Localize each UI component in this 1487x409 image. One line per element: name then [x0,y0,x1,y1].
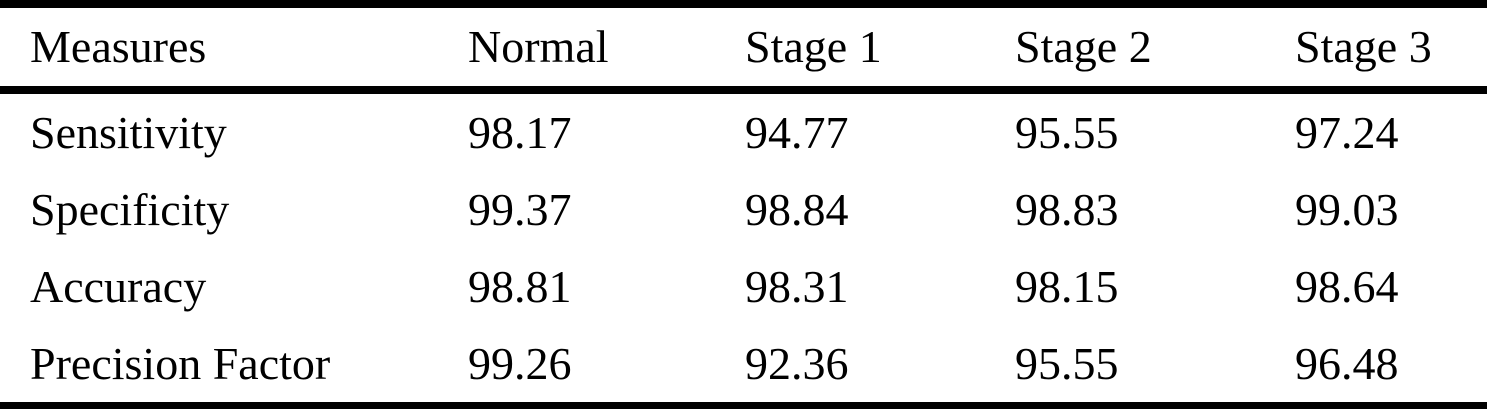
cell-accuracy-stage-2: 98.15 [1015,260,1119,312]
cell-sensitivity-normal: 98.17 [468,106,572,158]
cell-sensitivity-stage-3: 97.24 [1295,106,1399,158]
row-label-precision-factor: Precision Factor [30,337,331,389]
cell-precision-factor-stage-2: 95.55 [1015,337,1119,389]
cell-specificity-stage-1: 98.84 [745,183,849,235]
column-header-stage-3: Stage 3 [1295,21,1432,72]
table-header-row: Measures Normal Stage 1 Stage 2 Stage 3 [0,4,1487,90]
row-label-accuracy: Accuracy [30,260,207,312]
column-header-stage-2: Stage 2 [1015,21,1152,72]
cell-precision-factor-normal: 99.26 [468,337,572,389]
cell-accuracy-stage-3: 98.64 [1295,260,1399,312]
table-row-accuracy: Accuracy 98.81 98.31 98.15 98.64 [0,248,1487,325]
cell-sensitivity-stage-1: 94.77 [745,106,849,158]
column-header-normal: Normal [468,21,609,72]
cell-specificity-normal: 99.37 [468,183,572,235]
table-row-precision-factor: Precision Factor 99.26 92.36 95.55 96.48 [0,325,1487,406]
cell-sensitivity-stage-2: 95.55 [1015,106,1119,158]
cell-specificity-stage-2: 98.83 [1015,183,1119,235]
column-header-stage-1: Stage 1 [745,21,882,72]
cell-specificity-stage-3: 99.03 [1295,183,1399,235]
table-row-sensitivity: Sensitivity 98.17 94.77 95.55 97.24 [0,90,1487,171]
cell-accuracy-stage-1: 98.31 [745,260,849,312]
row-label-sensitivity: Sensitivity [30,106,227,158]
cell-precision-factor-stage-3: 96.48 [1295,337,1399,389]
row-label-specificity: Specificity [30,183,230,235]
column-header-measures: Measures [30,21,207,72]
cell-precision-factor-stage-1: 92.36 [745,337,849,389]
cell-accuracy-normal: 98.81 [468,260,572,312]
table-row-specificity: Specificity 99.37 98.84 98.83 99.03 [0,171,1487,248]
